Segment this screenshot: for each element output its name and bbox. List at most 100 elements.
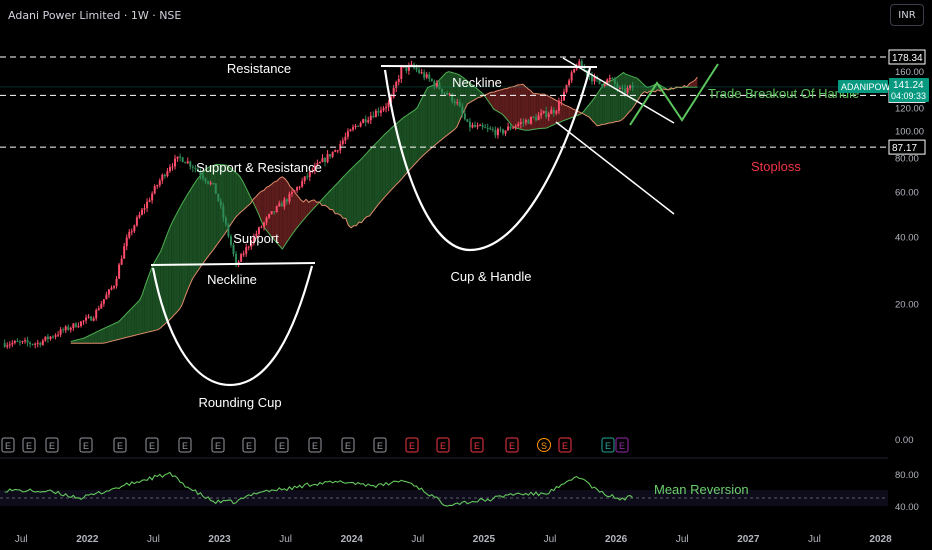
candle-body xyxy=(301,181,304,187)
event-marker-label: E xyxy=(509,441,515,451)
candle-body xyxy=(382,108,385,111)
candle-body xyxy=(298,186,301,188)
candle-body xyxy=(273,211,276,213)
candle-body xyxy=(158,180,161,186)
x-tick-label: 2027 xyxy=(737,534,760,545)
candle-body xyxy=(21,341,24,343)
candle-body xyxy=(311,170,314,172)
x-tick-label: 2024 xyxy=(341,534,364,545)
event-marker-label: E xyxy=(49,441,55,451)
candles xyxy=(3,58,634,349)
candle-body xyxy=(92,318,95,321)
candle-body xyxy=(542,110,545,113)
candle-body xyxy=(240,254,243,262)
candle-body xyxy=(207,181,210,184)
candle-body xyxy=(461,106,464,114)
earnings-marker xyxy=(211,437,225,453)
candle-body xyxy=(563,91,566,101)
x-tick-label: 2025 xyxy=(473,534,496,545)
candle-body xyxy=(217,193,220,201)
candle-body xyxy=(418,69,421,73)
candle-body xyxy=(357,125,360,127)
candle-body xyxy=(420,72,423,74)
candle-body xyxy=(578,61,581,68)
earnings-marker xyxy=(373,437,387,453)
candle-body xyxy=(168,167,171,172)
candle-body xyxy=(626,88,629,93)
candle-body xyxy=(237,261,240,264)
candle-body xyxy=(489,128,492,130)
candle-body xyxy=(242,253,245,255)
candle-body xyxy=(283,199,286,207)
candle-body xyxy=(324,158,327,163)
currency-button[interactable]: INR xyxy=(890,4,924,26)
event-marker-label: E xyxy=(619,441,625,451)
candle-body xyxy=(82,320,85,322)
x-tick-label: Jul xyxy=(279,534,292,545)
candle-body xyxy=(212,182,215,184)
candle-body xyxy=(74,323,77,328)
last-price: 141.24 xyxy=(893,80,924,91)
candle-body xyxy=(11,342,14,345)
split-marker xyxy=(537,438,551,452)
candle-body xyxy=(468,121,471,128)
candle-body xyxy=(313,165,316,171)
event-marker-label: E xyxy=(117,441,123,451)
candle-body xyxy=(235,253,238,264)
candle-body xyxy=(18,341,21,343)
earnings-marker xyxy=(558,437,572,453)
candle-body xyxy=(537,115,540,121)
candle-body xyxy=(575,67,578,70)
candle-body xyxy=(535,117,538,121)
candle-body xyxy=(504,130,507,134)
event-marker-label: E xyxy=(409,441,415,451)
stoploss-label: Stoploss xyxy=(751,159,801,174)
candle-body xyxy=(522,122,525,124)
candle-body xyxy=(321,158,324,163)
candle-body xyxy=(359,123,362,127)
candle-body xyxy=(288,193,291,202)
candle-body xyxy=(308,171,311,178)
candle-body xyxy=(509,126,512,129)
earnings-marker xyxy=(1,437,15,453)
price-badge xyxy=(889,77,929,102)
candle-body xyxy=(224,217,227,225)
candle-body xyxy=(494,130,497,136)
candle-body xyxy=(425,74,428,78)
candle-body xyxy=(621,87,624,89)
y-tick-label: 40.00 xyxy=(895,232,919,243)
level-badge xyxy=(888,139,926,155)
candle-body xyxy=(201,175,204,179)
candle-body xyxy=(527,120,530,124)
candle-body xyxy=(552,109,555,114)
candle-body xyxy=(151,193,154,201)
earnings-marker xyxy=(436,437,450,453)
event-marker-label: E xyxy=(246,441,252,451)
candle-body xyxy=(64,326,67,331)
candle-body xyxy=(263,222,266,227)
candle-body xyxy=(72,323,75,328)
candle-body xyxy=(306,176,309,178)
candle-body xyxy=(85,317,88,321)
candle-body xyxy=(100,303,103,309)
candle-body xyxy=(512,127,515,129)
neckline-2 xyxy=(380,65,598,68)
candle-body xyxy=(67,326,70,330)
candle-body xyxy=(49,336,52,340)
candle-body xyxy=(400,66,403,79)
candle-body xyxy=(194,167,197,169)
event-marker-label: E xyxy=(83,441,89,451)
candle-body xyxy=(29,342,32,345)
event-marker-label: E xyxy=(562,441,568,451)
y-tick-label: 160.00 xyxy=(895,67,924,78)
candle-body xyxy=(189,161,192,167)
candle-body xyxy=(95,309,98,319)
candle-body xyxy=(87,316,90,318)
earnings-marker xyxy=(341,437,355,453)
candle-body xyxy=(77,325,80,328)
candle-body xyxy=(547,114,550,117)
candle-body xyxy=(446,92,449,95)
candle-body xyxy=(39,342,42,345)
candle-body xyxy=(268,214,271,218)
